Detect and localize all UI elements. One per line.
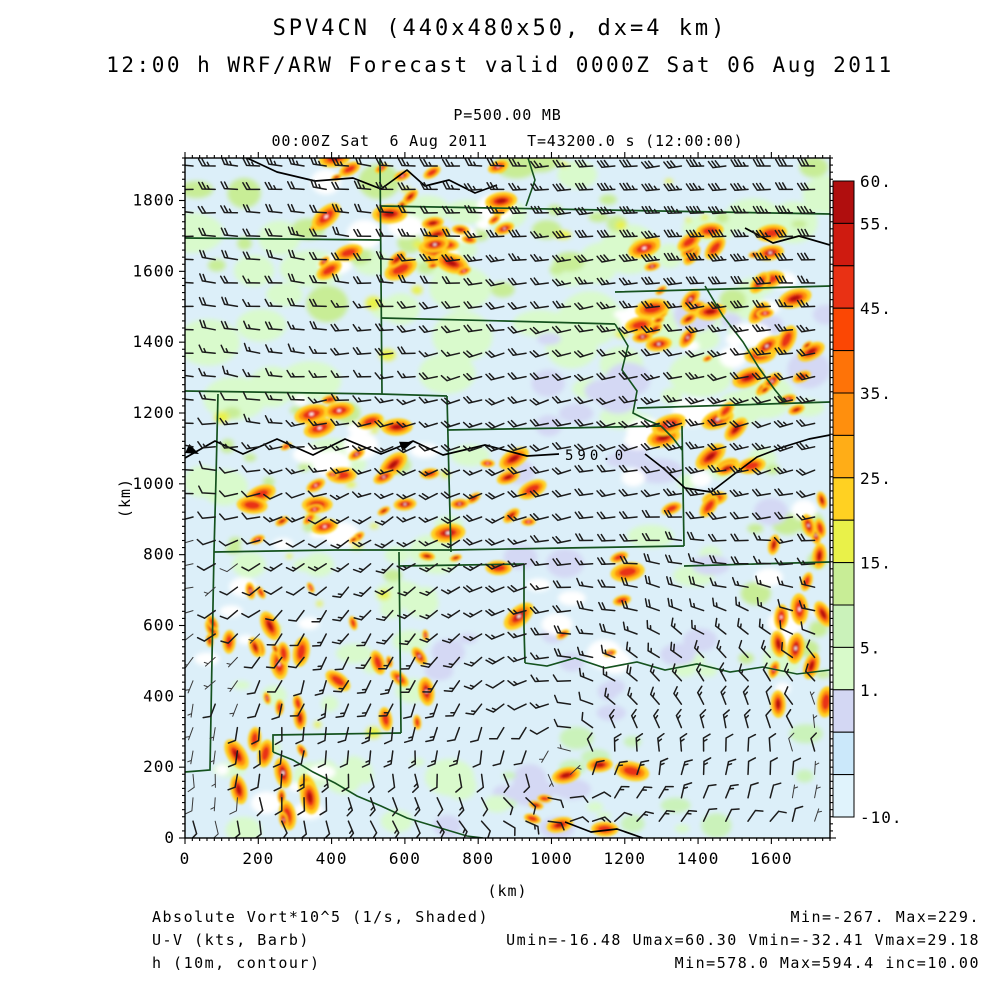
x-tick-label: 1400 <box>677 849 720 868</box>
colorbar-swatch <box>832 604 855 648</box>
colorbar-swatch <box>832 689 855 733</box>
y-tick-label: 400 <box>143 686 175 705</box>
colorbar-swatch <box>832 562 855 606</box>
y-tick-label: 1400 <box>132 332 175 351</box>
pressure-level-label: P=500.00 MB <box>453 106 562 124</box>
colorbar-swatch <box>832 477 855 521</box>
legend-contour-field: h (10m, contour) <box>152 954 321 972</box>
colorbar-tick-label: 25. <box>860 469 892 488</box>
y-tick-label: 600 <box>143 616 175 635</box>
legend-shaded-field: Absolute Vort*10^5 (1/s, Shaded) <box>152 908 489 926</box>
x-tick-label: 1200 <box>604 849 647 868</box>
y-tick-label: 0 <box>164 828 175 847</box>
map-canvas: 590.0 <box>185 158 830 838</box>
y-tick-label: 1200 <box>132 403 175 422</box>
stats-vorticity: Min=-267. Max=229. <box>790 908 980 926</box>
main-title: SPV4CN (440x480x50, dx=4 km) <box>272 16 728 41</box>
colorbar-swatch <box>832 392 855 436</box>
colorbar-swatch <box>832 774 855 818</box>
x-tick-label: 0 <box>180 849 191 868</box>
contour-value-label: 590.0 <box>565 448 627 464</box>
x-axis-title: (km) <box>487 882 527 900</box>
x-tick-label: 400 <box>316 849 348 868</box>
axes: 0 200 400 600 800 1000 1200 1400 1600 0 200 400 600 8… <box>116 152 836 900</box>
legend-barb-field: U-V (kts, Barb) <box>152 931 310 949</box>
colorbar-swatch <box>832 180 855 224</box>
stats-height: Min=578.0 Max=594.4 inc=10.00 <box>674 954 980 972</box>
colorbar-swatch <box>832 307 855 352</box>
x-tick-label: 200 <box>242 849 274 868</box>
colorbar-swatch <box>832 646 855 691</box>
colorbar-swatch <box>832 222 855 267</box>
y-tick-label: 1800 <box>132 191 175 210</box>
y-tick-label: 200 <box>143 757 175 776</box>
colorbar-tick-label: 5. <box>860 638 881 657</box>
y-tick-label: 800 <box>143 545 175 564</box>
colorbar-tick-label: 45. <box>860 299 892 318</box>
x-tick-label: 600 <box>389 849 421 868</box>
x-tick-label: 1600 <box>750 849 793 868</box>
y-axis-title: (km) <box>116 478 134 518</box>
colorbar-swatch <box>832 265 855 309</box>
x-tick-label: 800 <box>462 849 494 868</box>
colorbar-swatch <box>832 731 855 776</box>
valid-time-label: 00:00Z Sat 6 Aug 2011 T=43200.0 s (12:00… <box>271 132 744 150</box>
colorbar-swatch <box>832 519 855 564</box>
colorbar-swatch <box>832 434 855 479</box>
colorbar: 60. 55. 45. 35. 25. 15. 5. 1. -10. <box>832 172 903 827</box>
y-tick-label: 1600 <box>132 261 175 280</box>
wind-barbs <box>185 158 822 838</box>
y-tick-label: 1000 <box>132 474 175 493</box>
colorbar-tick-label: 60. <box>860 172 892 191</box>
colorbar-swatch <box>832 350 855 394</box>
forecast-subtitle: 12:00 h WRF/ARW Forecast valid 0000Z Sat… <box>106 53 894 77</box>
colorbar-tick-label: 35. <box>860 384 892 403</box>
colorbar-tick-label: 1. <box>860 681 881 700</box>
river-lines <box>272 158 830 838</box>
colorbar-tick-label: 55. <box>860 214 892 233</box>
colorbar-tick-label: 15. <box>860 554 892 573</box>
colorbar-tick-label: -10. <box>860 808 903 827</box>
x-tick-label: 1000 <box>530 849 573 868</box>
stats-wind: Umin=-16.48 Umax=60.30 Vmin=-32.41 Vmax=… <box>506 931 980 949</box>
